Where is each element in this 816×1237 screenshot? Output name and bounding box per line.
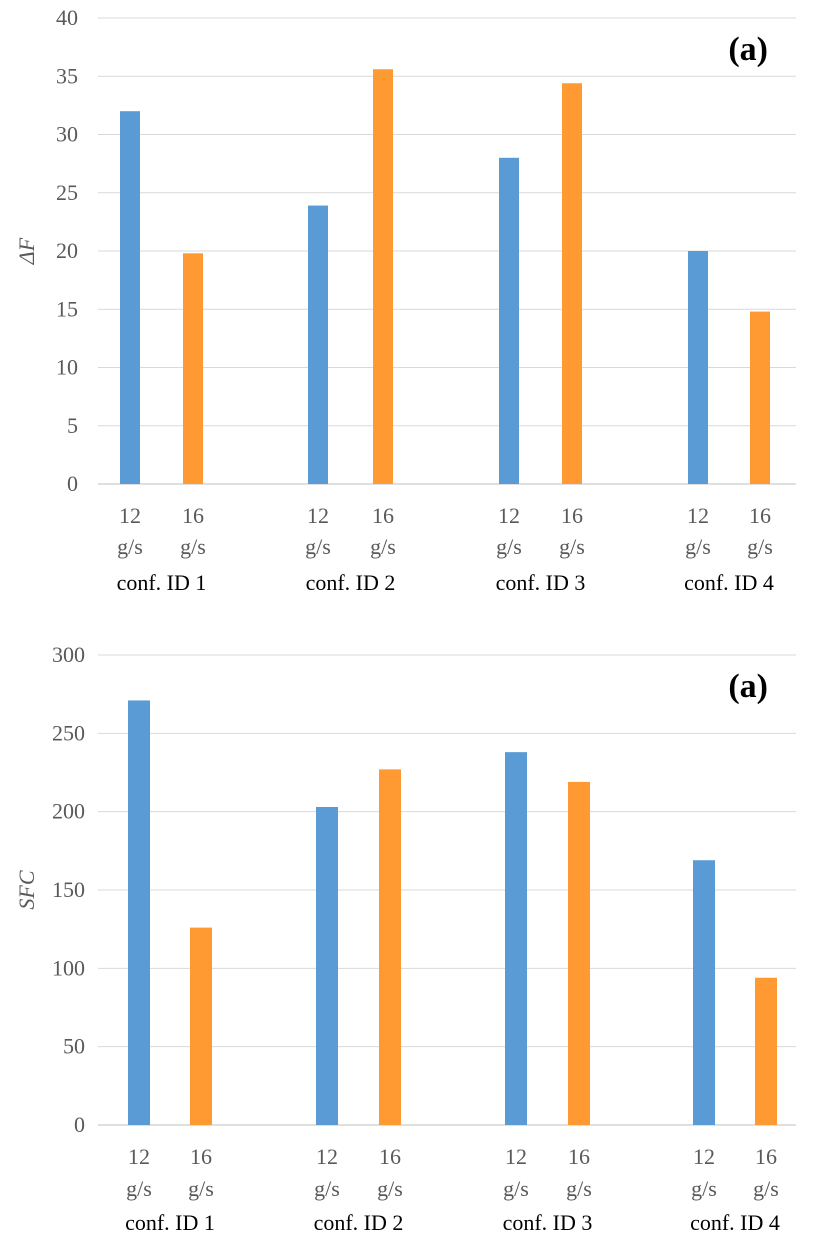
bar-12gs-group-2: [316, 806, 338, 1125]
y-tick-label: 250: [52, 720, 85, 745]
x-category-rate-label: 12: [687, 503, 709, 528]
x-category-rate-label: 16: [379, 1144, 401, 1169]
bar-16gs-group-2: [373, 69, 393, 484]
x-category-unit-label: g/s: [503, 1176, 529, 1201]
x-category-unit-label: g/s: [305, 534, 331, 559]
x-category-rate-label: 12: [307, 503, 329, 528]
bar-12gs-group-3: [505, 752, 527, 1125]
y-tick-label: 200: [52, 799, 85, 824]
x-category-unit-label: g/s: [747, 534, 773, 559]
y-tick-label: 30: [56, 122, 78, 147]
y-tick-label: 20: [56, 238, 78, 263]
x-category-rate-label: 16: [182, 503, 204, 528]
y-tick-label: 50: [63, 1034, 85, 1059]
y-tick-label: 10: [56, 355, 78, 380]
y-tick-label: 300: [52, 642, 85, 667]
x-category-unit-label: g/s: [188, 1176, 214, 1201]
bar-16gs-group-1: [190, 927, 212, 1125]
chart-sfc: 0 50 100 150 200 250 300 SFC (a) 12 g/s 16 g/s conf. …: [14, 642, 796, 1235]
x-category-rate-label: 16: [190, 1144, 212, 1169]
x-category-unit-label: g/s: [314, 1176, 340, 1201]
x-group-label: conf. ID 2: [306, 570, 396, 595]
y-tick-label: 5: [67, 413, 78, 438]
bar-16gs-group-3: [568, 781, 590, 1125]
x-category-rate-label: 16: [561, 503, 583, 528]
y-tick-label: 100: [52, 955, 85, 980]
x-category-rate-label: 16: [568, 1144, 590, 1169]
x-category-rate-label: 12: [498, 503, 520, 528]
x-category-rate-label: 16: [749, 503, 771, 528]
y-tick-label: 150: [52, 877, 85, 902]
x-category-rate-label: 12: [316, 1144, 338, 1169]
x-group-label: conf. ID 2: [314, 1210, 404, 1235]
y-tick-label: 25: [56, 180, 78, 205]
bar-12gs-group-1: [128, 700, 150, 1125]
y-axis-label: ΔF: [14, 237, 39, 265]
x-category-unit-label: g/s: [691, 1176, 717, 1201]
bar-12gs-group-4: [693, 860, 715, 1125]
x-category-unit-label: g/s: [685, 534, 711, 559]
chart-delta-f: 0 5 10 15 20 25 30 35 40 ΔF (a) 12 g/s 16 g/s conf. ID …: [14, 5, 796, 595]
x-category-rate-label: 12: [693, 1144, 715, 1169]
x-category-unit-label: g/s: [126, 1176, 152, 1201]
panel-label: (a): [728, 668, 768, 705]
y-tick-label: 0: [67, 471, 78, 496]
bar-12gs-group-2: [308, 205, 328, 484]
bar-16gs-group-4: [750, 311, 770, 484]
x-category-unit-label: g/s: [753, 1176, 779, 1201]
panel-label: (a): [728, 31, 768, 68]
x-category-unit-label: g/s: [566, 1176, 592, 1201]
x-category-unit-label: g/s: [559, 534, 585, 559]
x-category-unit-label: g/s: [180, 534, 206, 559]
x-category-unit-label: g/s: [377, 1176, 403, 1201]
y-tick-label: 15: [56, 296, 78, 321]
x-group-label: conf. ID 4: [690, 1210, 780, 1235]
x-category-rate-label: 16: [372, 503, 394, 528]
bar-16gs-group-4: [755, 977, 777, 1125]
x-group-label: conf. ID 1: [125, 1210, 215, 1235]
x-category-rate-label: 12: [128, 1144, 150, 1169]
bar-16gs-group-3: [562, 83, 582, 485]
x-category-unit-label: g/s: [117, 534, 143, 559]
x-category-unit-label: g/s: [496, 534, 522, 559]
y-tick-label: 0: [74, 1112, 85, 1137]
x-category-rate-label: 16: [755, 1144, 777, 1169]
y-axis-label: SFC: [14, 870, 39, 909]
x-category-unit-label: g/s: [370, 534, 396, 559]
bar-12gs-group-3: [499, 157, 519, 485]
bar-12gs-group-1: [120, 111, 140, 484]
bar-16gs-group-2: [379, 769, 401, 1125]
x-category-rate-label: 12: [119, 503, 141, 528]
x-group-label: conf. ID 4: [684, 570, 774, 595]
y-tick-label: 35: [56, 63, 78, 88]
bar-12gs-group-4: [688, 251, 708, 484]
x-group-label: conf. ID 3: [496, 570, 586, 595]
y-tick-label: 40: [56, 5, 78, 30]
x-group-label: conf. ID 3: [503, 1210, 593, 1235]
bar-16gs-group-1: [183, 253, 203, 484]
x-category-rate-label: 12: [505, 1144, 527, 1169]
x-group-label: conf. ID 1: [117, 570, 207, 595]
